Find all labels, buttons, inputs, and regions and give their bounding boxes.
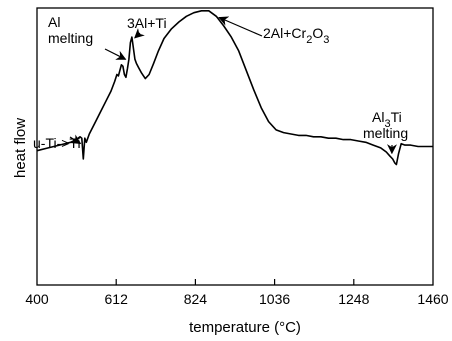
annotation-al-melting-line1: Al (48, 14, 60, 30)
annotation-al3ti-part2: Ti (391, 109, 402, 125)
annotation-al3ti-line2: melting (363, 125, 408, 141)
y-axis-label: heat flow (12, 118, 29, 178)
annotation-2al-cr2o3-label: 2Al+Cr2O3 (263, 25, 329, 46)
heat-flow-series-line (36, 10, 433, 166)
annotation-3al-ti-arrow (134, 28, 145, 39)
annotation-2al-cr2o3-sub2: 3 (323, 34, 329, 46)
x-tick-label: 1460 (417, 291, 448, 307)
x-tick-label: 400 (25, 291, 49, 307)
annotation-2al-cr2o3-sub1: 2 (306, 34, 312, 46)
annotation-al-melting-line2: melting (48, 30, 93, 46)
plot-frame (36, 7, 434, 286)
annotation-u-ti-arrow (69, 134, 82, 145)
x-axis-label: temperature (°C) (189, 319, 301, 336)
x-tick-label: 1036 (259, 291, 290, 307)
x-axis-ticks (115, 279, 355, 285)
annotation-al-melting-arrow (104, 48, 127, 60)
x-tick-label: 612 (105, 291, 129, 307)
x-tick-label: 1248 (338, 291, 369, 307)
annotation-2al-cr2o3-part1: 2Al+Cr (263, 25, 307, 41)
annotation-al3ti-part1: Al (372, 109, 384, 125)
annotation-3al-ti-label: 3Al+Ti (127, 15, 167, 31)
annotation-al-melting-label: Al melting (48, 14, 93, 46)
annotation-2al-cr2o3-arrow (218, 16, 263, 37)
x-axis-tick-labels: 400 612 824 1036 1248 1460 (25, 291, 448, 307)
annotation-al3ti-sub: 3 (384, 118, 390, 130)
annotation-2al-cr2o3-part2: O (312, 25, 323, 41)
x-tick-label: 824 (184, 291, 208, 307)
annotation-u-ti-label: u-Ti->Ti (33, 135, 81, 151)
annotation-al3ti-label: Al3Ti (372, 109, 402, 130)
